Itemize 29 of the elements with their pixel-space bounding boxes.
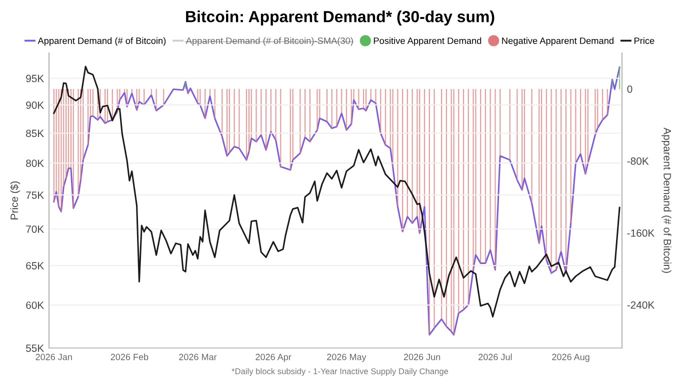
y2-tick-label: -240K (627, 301, 655, 309)
y-tick-label: 65K (26, 262, 44, 270)
y-tick-label: 70K (26, 226, 44, 233)
y-tick-label: 90K (26, 101, 44, 109)
y2-tick-label: -160K (627, 229, 655, 237)
y-axis-title: Price ($) (10, 181, 20, 220)
legend-label: Price (634, 37, 654, 44)
y-tick-label: 60K (26, 302, 44, 309)
y2-tick-label: 0 (627, 85, 632, 93)
x-tick-label: 2026 Jun (404, 354, 440, 360)
x-tick-label: 2026 Aug (552, 354, 590, 362)
y-tick-label: 75K (26, 192, 44, 199)
x-tick-label: 2026 Jan (36, 354, 72, 360)
chart-title: Bitcoin: Apparent Demand* (30-day sum) (186, 10, 494, 26)
x-tick-label: 2026 Feb (110, 354, 148, 360)
legend-label: Apparent Demand (# of Bitcoin) (38, 37, 166, 46)
y-tick-label: 85K (26, 130, 44, 138)
y-tick-label: 95K (26, 74, 44, 82)
text: *Daily block subsidy - 1-Year Inactive Supply Daily Change (232, 368, 448, 376)
x-tick-label: 2026 Jul (478, 354, 512, 360)
x-tick-label: 2026 Mar (179, 354, 217, 360)
x-tick-label: 2026 May (327, 354, 366, 362)
y2-axis-title: Apparent Demand (# of Bitcoin) (662, 128, 672, 273)
y2-tick-label: -80K (627, 157, 649, 165)
legend-label: Negative Apparent Demand (502, 37, 614, 46)
x-tick-label: 2026 Apr (256, 354, 292, 362)
y-tick-label: 55K (26, 344, 44, 352)
legend-label: Positive Apparent Demand (374, 37, 482, 46)
y-tick-label: 80K (26, 160, 44, 167)
